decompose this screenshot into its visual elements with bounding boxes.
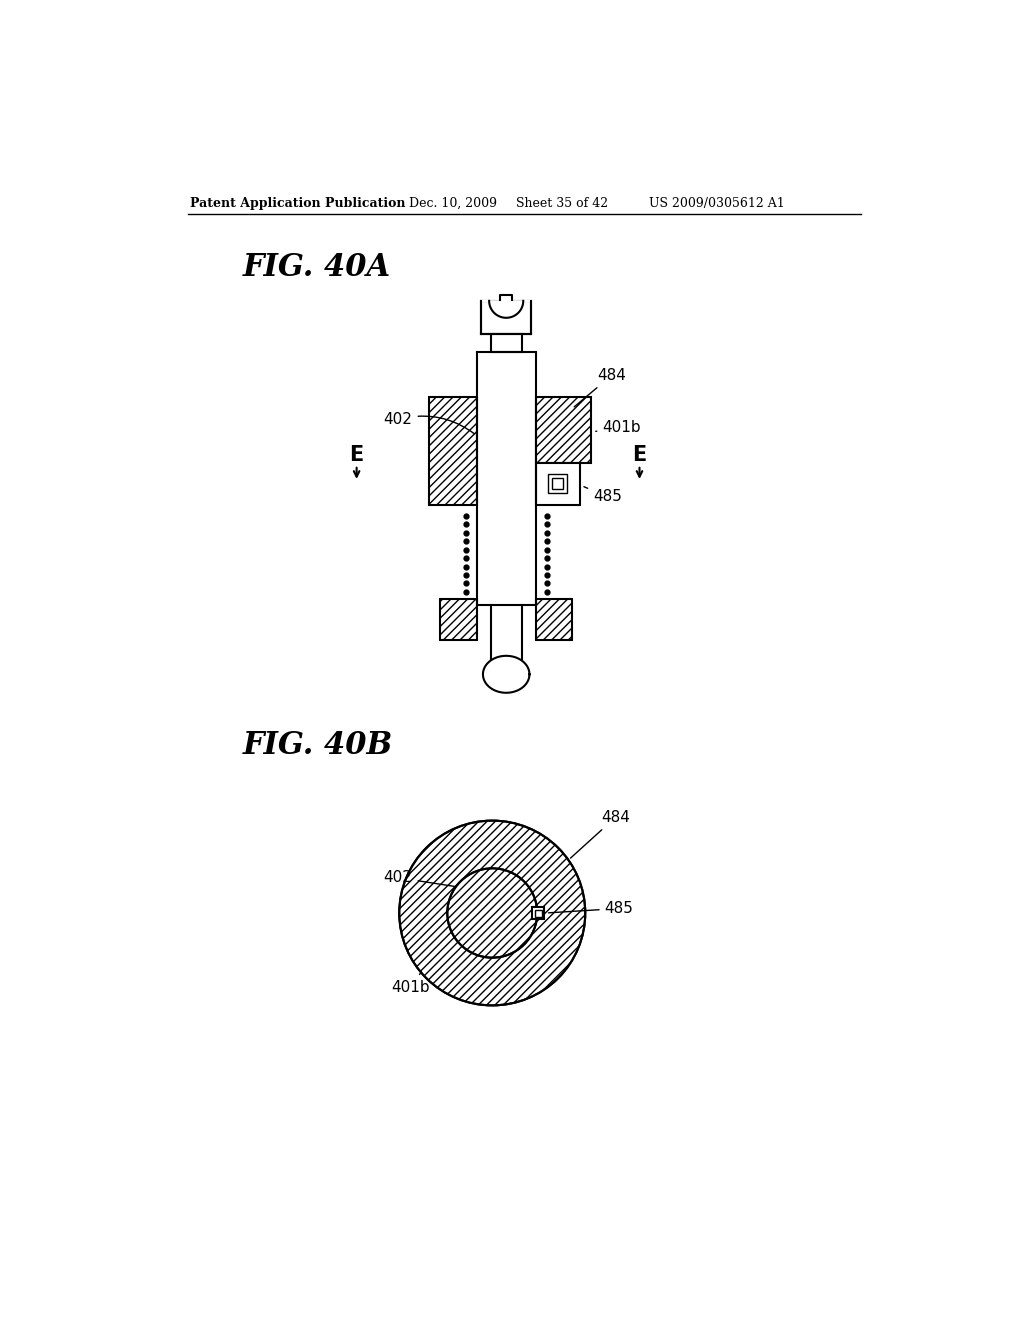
Text: 401b: 401b xyxy=(596,420,641,434)
Bar xyxy=(536,462,580,506)
Text: 401b: 401b xyxy=(391,973,430,994)
Text: US 2009/0305612 A1: US 2009/0305612 A1 xyxy=(649,197,784,210)
Polygon shape xyxy=(481,301,531,318)
Polygon shape xyxy=(483,656,529,693)
Bar xyxy=(531,907,544,919)
Text: 484: 484 xyxy=(574,368,626,407)
Text: FIG. 40B: FIG. 40B xyxy=(243,730,393,760)
Polygon shape xyxy=(477,352,536,605)
Polygon shape xyxy=(500,294,512,300)
Bar xyxy=(536,397,592,462)
Circle shape xyxy=(399,821,586,1006)
Text: 402: 402 xyxy=(384,870,465,888)
Text: 402: 402 xyxy=(384,412,474,434)
Text: Sheet 35 of 42: Sheet 35 of 42 xyxy=(515,197,607,210)
Circle shape xyxy=(447,869,538,958)
Bar xyxy=(549,474,567,492)
Bar xyxy=(429,397,477,504)
Bar xyxy=(535,909,542,917)
Polygon shape xyxy=(490,605,521,659)
Text: E: E xyxy=(633,445,646,465)
Bar xyxy=(490,334,521,352)
Text: 485: 485 xyxy=(549,902,634,916)
Text: FIG. 40A: FIG. 40A xyxy=(243,252,391,284)
Bar xyxy=(552,478,563,490)
Text: Patent Application Publication: Patent Application Publication xyxy=(190,197,406,210)
Text: 484: 484 xyxy=(570,810,630,858)
Bar xyxy=(440,599,477,640)
Text: 485: 485 xyxy=(584,487,622,504)
Text: E: E xyxy=(349,445,364,465)
Bar xyxy=(536,599,572,640)
Text: Dec. 10, 2009: Dec. 10, 2009 xyxy=(409,197,497,210)
Bar xyxy=(481,301,531,334)
